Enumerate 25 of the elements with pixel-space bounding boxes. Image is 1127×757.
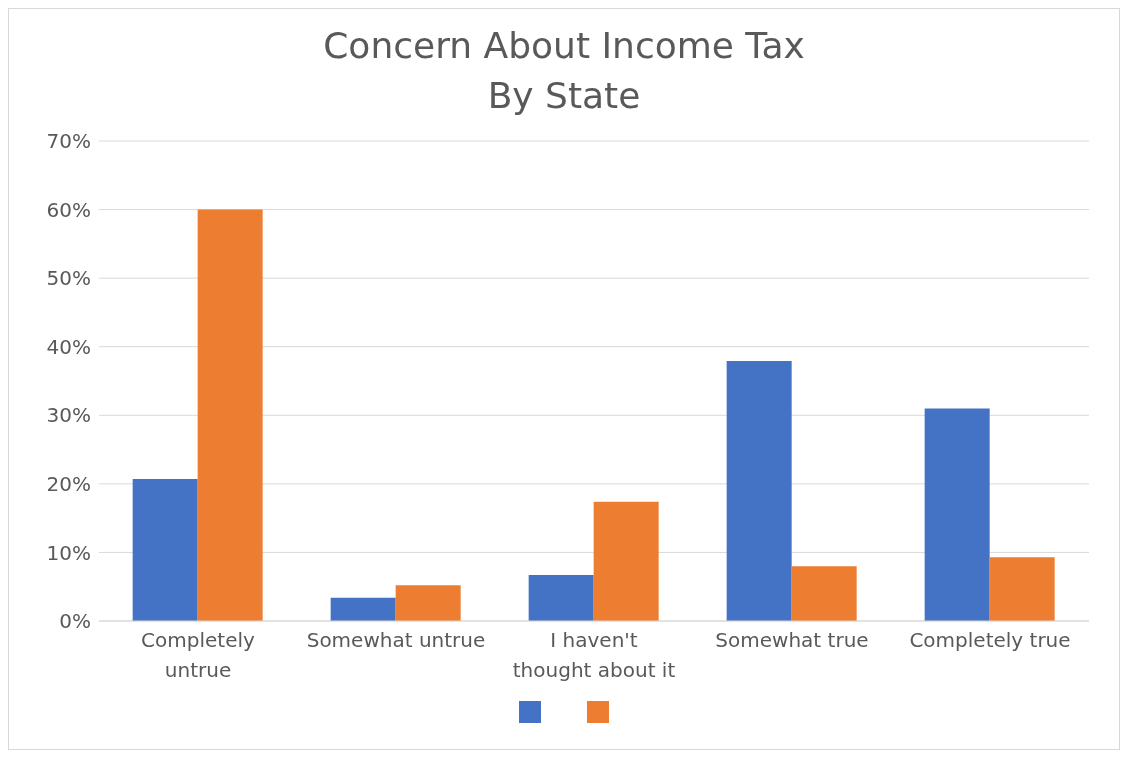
bar — [791, 566, 857, 621]
bar — [924, 408, 990, 621]
bar — [528, 575, 594, 621]
y-tick-label: 70% — [46, 129, 91, 154]
y-tick-label: 10% — [46, 540, 91, 565]
bar — [330, 597, 396, 621]
bar — [197, 209, 263, 621]
bar — [989, 557, 1055, 621]
x-tick-label: Somewhat untrue — [306, 628, 486, 652]
x-tick-label: Completely untrue — [141, 628, 256, 682]
y-tick-label: 30% — [46, 403, 91, 428]
bar — [593, 501, 659, 621]
chart-title: Concern About Income Tax — [322, 24, 806, 68]
bar — [132, 479, 198, 621]
y-tick-label: 50% — [46, 266, 91, 291]
bar — [726, 361, 792, 621]
chart-subtitle: By State — [486, 74, 642, 118]
x-tick-label: Somewhat true — [715, 628, 869, 652]
x-tick-label: Completely true — [909, 628, 1071, 652]
x-tick-label: I haven't thought about it — [512, 628, 676, 682]
y-tick-label: 0% — [59, 609, 91, 634]
bar — [395, 585, 461, 621]
y-tick-label: 60% — [46, 197, 91, 222]
y-tick-label: 40% — [46, 334, 91, 359]
y-tick-label: 20% — [46, 471, 91, 496]
